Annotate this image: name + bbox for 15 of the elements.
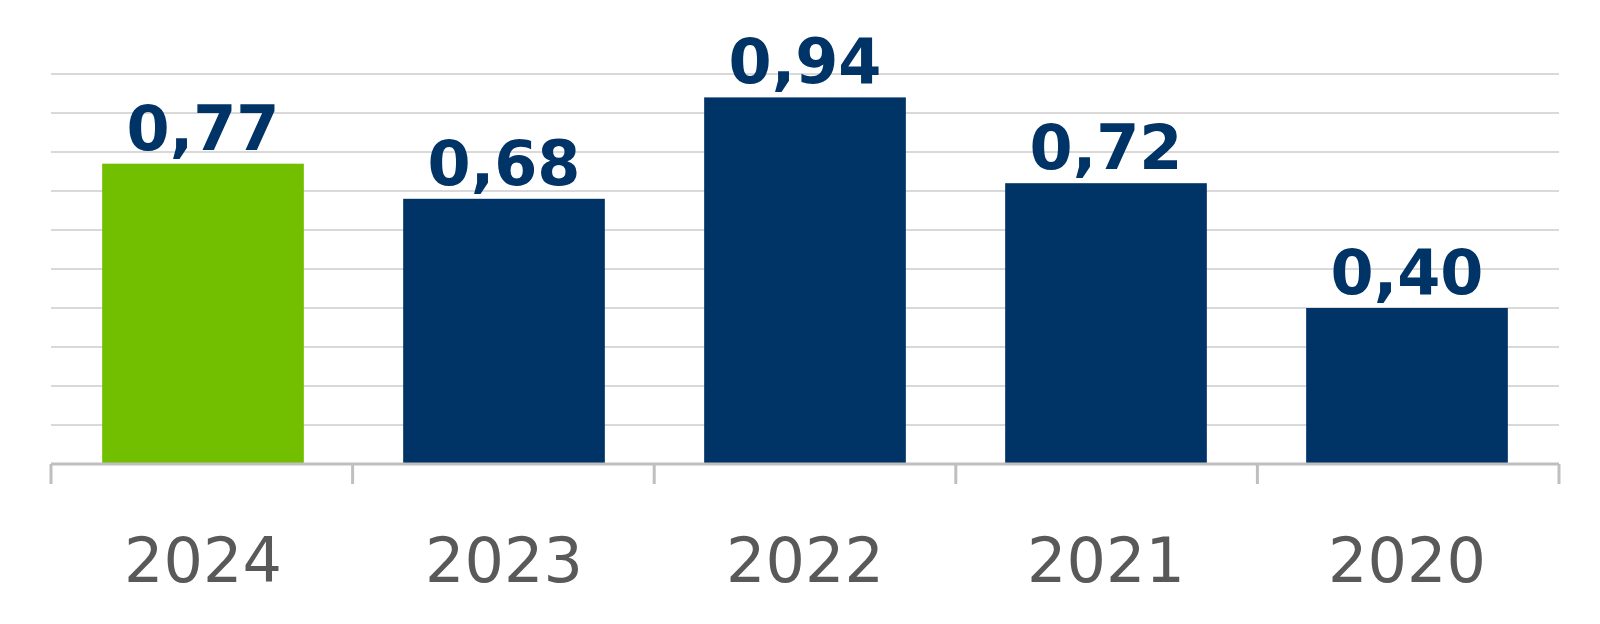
bar [704,97,906,464]
bar [403,198,605,464]
bar [1005,183,1207,464]
data-label: 0,40 [1330,236,1484,309]
bar [1306,308,1508,464]
x-tick-label: 2023 [425,524,583,597]
bar [102,163,304,464]
data-label: 0,94 [728,25,882,99]
x-tick-label: 2022 [726,524,884,597]
data-label: 0,77 [126,91,280,165]
data-label: 0,68 [427,126,581,200]
x-tick-label: 2024 [124,524,282,597]
data-label: 0,72 [1029,111,1183,185]
x-tick-label: 2020 [1328,524,1486,597]
x-tick-label: 2021 [1027,524,1185,597]
